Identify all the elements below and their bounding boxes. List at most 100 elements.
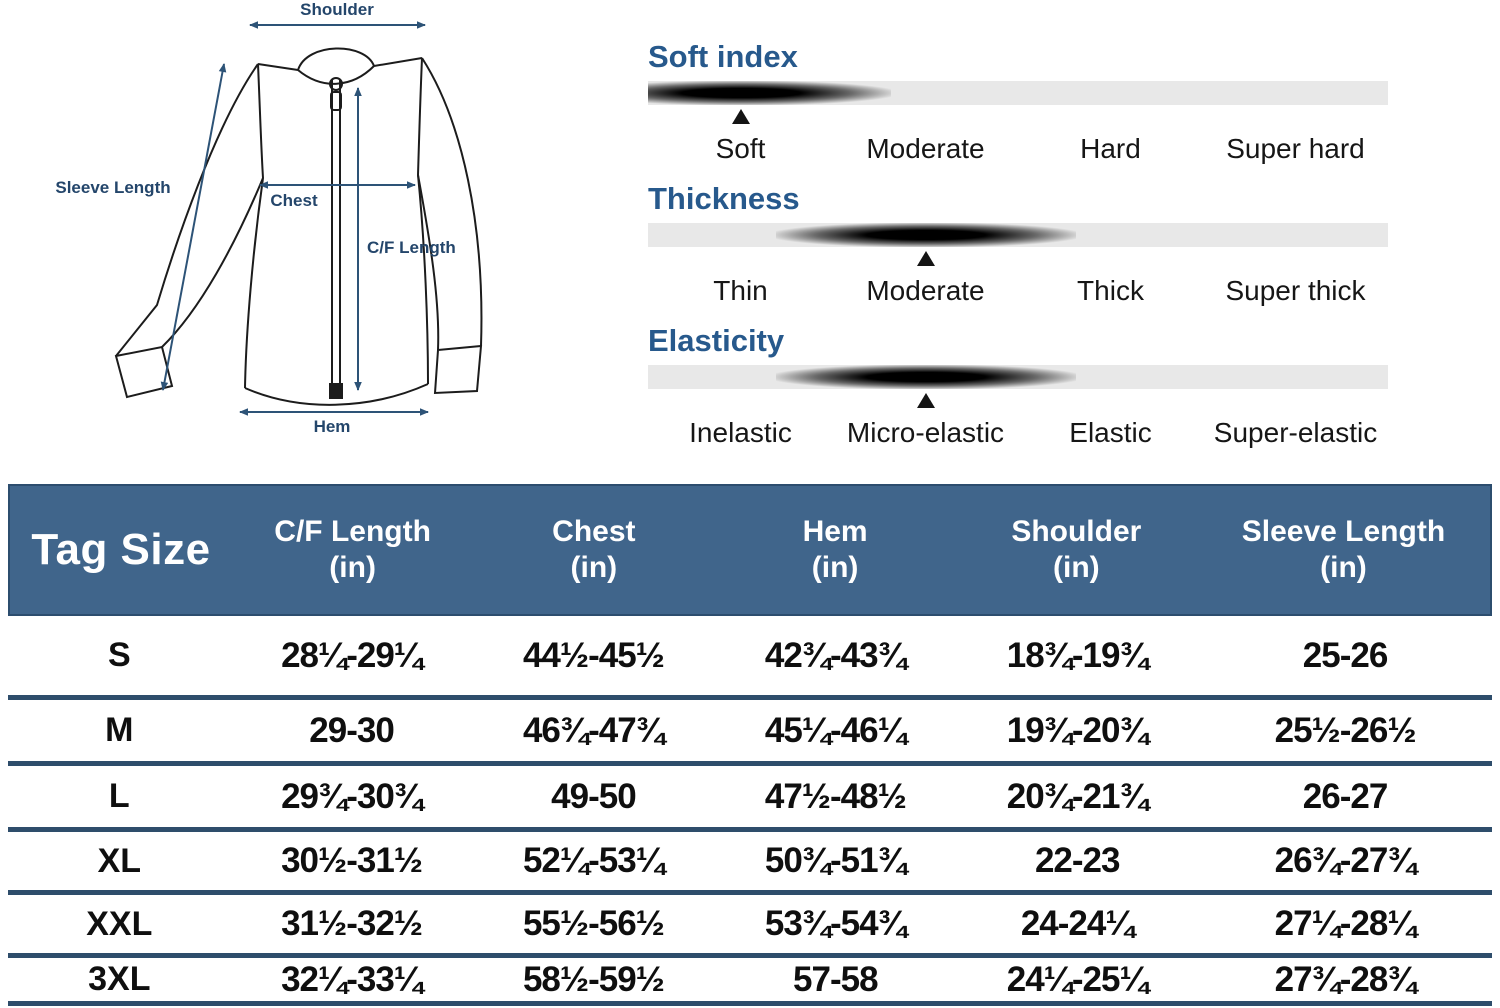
shoulder-cell: 20¾-21¾ — [1006, 776, 1149, 816]
table-row-3xl: 3XL 32¼-33¼ 58½-59½ 57-58 24¼-25¼ 27¾-28… — [8, 958, 1492, 1006]
col-header-unit: (in) — [811, 551, 859, 584]
shoulder-cell: 22-23 — [1034, 841, 1121, 880]
tag-size-cell: 3XL — [88, 960, 151, 998]
sleeve-length-label: Sleeve Length — [55, 178, 170, 197]
scale-label: Hard — [1080, 133, 1141, 164]
shoulder-cell: 24¼-25¼ — [1006, 959, 1149, 999]
col-header-unit: (in) — [1320, 551, 1367, 584]
elasticity-marker-triangle-icon — [916, 393, 935, 408]
shoulder-cell: 19¾-20¾ — [1006, 710, 1149, 750]
col-header-label: Sleeve Length — [1241, 515, 1446, 548]
top-section: Shoulder Sleeve Length Chest C/F Length … — [0, 0, 1500, 482]
scale-label: Moderate — [866, 133, 985, 164]
col-header-unit: (in) — [329, 551, 376, 584]
chest-cell: 58½-59½ — [522, 959, 665, 999]
scale-label: Super hard — [1226, 133, 1365, 164]
scale-label: Thin — [713, 275, 768, 306]
measurement-arrows — [160, 21, 429, 416]
shoulder-cell: 18¾-19¾ — [1006, 635, 1149, 675]
scale-label: Inelastic — [689, 417, 792, 448]
scale-label: Thick — [1077, 275, 1144, 306]
attribute-scales: Soft index Soft Moderate Hard Super hard… — [648, 40, 1388, 449]
col-header-unit: (in) — [570, 551, 618, 584]
scale-label: Soft — [715, 133, 766, 164]
chest-cell: 52¼-53¼ — [522, 841, 665, 880]
thickness-level-blob — [775, 223, 1076, 247]
hem-cell: 57-58 — [793, 959, 879, 999]
chest-cell: 49-50 — [551, 776, 637, 816]
chest-label: Chest — [270, 191, 318, 210]
cf-length-cell: 29¾-30¾ — [281, 776, 423, 816]
elasticity-level-blob — [775, 365, 1076, 389]
thickness-labels: Thin Moderate Thick Super thick — [648, 275, 1388, 307]
shoulder-label: Shoulder — [300, 0, 374, 19]
sleeve-length-cell: 25½-26½ — [1274, 710, 1417, 750]
table-row-xxl: XXL 31½-32½ 55½-56½ 53¾-54¾ 24-24¼ 27¼-2… — [8, 895, 1492, 958]
tag-size-cell: XL — [97, 841, 142, 880]
table-row-s: S 28¼-29¼ 44½-45½ 42¾-43¾ 18¾-19¾ 25-26 — [8, 616, 1492, 700]
sleeve-length-arrow — [160, 63, 227, 391]
scale-label: Super-elastic — [1213, 417, 1378, 448]
thickness-scale: Thickness Thin Moderate Thick Super thic… — [648, 182, 1388, 307]
soft-index-scale: Soft index Soft Moderate Hard Super hard — [648, 40, 1388, 165]
tag-size-cell: L — [108, 777, 130, 815]
col-header-tag-size: Tag Size — [31, 525, 211, 574]
cf-length-cell: 32¼-33¼ — [281, 959, 423, 999]
col-header-label: C/F Length — [274, 515, 431, 548]
table-row-xl: XL 30½-31½ 52¼-53¼ 50¾-51¾ 22-23 26¾-27¾ — [8, 832, 1492, 895]
shoulder-cell: 24-24¼ — [1020, 904, 1135, 943]
scale-label: Moderate — [866, 275, 985, 306]
cf-length-cell: 28¼-29¼ — [281, 635, 423, 675]
hem-cell: 42¾-43¾ — [764, 635, 907, 675]
scale-label: Super thick — [1225, 275, 1366, 306]
col-header-label: Chest — [552, 515, 636, 548]
hem-cell: 47½-48½ — [764, 776, 907, 816]
sleeve-length-cell: 26-27 — [1302, 776, 1389, 816]
elasticity-scale: Elasticity Inelastic Micro-elastic Elast… — [648, 324, 1388, 449]
hem-cell: 53¾-54¾ — [764, 904, 907, 943]
col-header-cf-length: C/F Length (in) — [232, 514, 473, 586]
col-header-sleeve-length: Sleeve Length (in) — [1197, 514, 1490, 586]
scale-label: Micro-elastic — [846, 417, 1005, 448]
col-header-chest: Chest (in) — [473, 514, 714, 586]
soft-index-title: Soft index — [648, 39, 798, 74]
elasticity-bar — [648, 365, 1388, 389]
table-row-l: L 29¾-30¾ 49-50 47½-48½ 20¾-21¾ 26-27 — [8, 766, 1492, 832]
soft-index-level-blob — [648, 81, 891, 105]
elasticity-labels: Inelastic Micro-elastic Elastic Super-el… — [648, 417, 1388, 449]
sleeve-length-cell: 27¾-28¾ — [1274, 959, 1417, 999]
size-table-header: Tag Size C/F Length (in) Chest (in) Hem … — [8, 484, 1492, 616]
tag-size-cell: M — [105, 711, 134, 749]
col-header-shoulder: Shoulder (in) — [956, 514, 1197, 586]
chest-cell: 44½-45½ — [522, 635, 665, 675]
col-header-unit: (in) — [1053, 551, 1100, 584]
thickness-title: Thickness — [648, 181, 800, 216]
tag-size-cell: XXL — [86, 904, 153, 943]
chest-cell: 46¾-47¾ — [522, 710, 665, 750]
col-header-hem: Hem (in) — [714, 514, 955, 586]
size-table: Tag Size C/F Length (in) Chest (in) Hem … — [8, 484, 1492, 1006]
hem-cell: 50¾-51¾ — [764, 841, 907, 880]
cf-length-cell: 29-30 — [309, 710, 395, 750]
hem-cell: 45¼-46¼ — [764, 710, 907, 750]
col-header-label: Hem — [802, 515, 868, 548]
cf-length-label: C/F Length — [367, 238, 456, 257]
scale-label: Elastic — [1069, 417, 1152, 448]
soft-index-labels: Soft Moderate Hard Super hard — [648, 133, 1388, 165]
elasticity-title: Elasticity — [648, 323, 785, 358]
thickness-marker-triangle-icon — [916, 251, 935, 266]
soft-index-bar — [648, 81, 1388, 105]
cf-length-cell: 30½-31½ — [281, 841, 423, 880]
thickness-bar — [648, 223, 1388, 247]
cf-length-cell: 31½-32½ — [281, 904, 423, 943]
tag-size-cell: S — [107, 636, 131, 674]
sleeve-length-cell: 25-26 — [1302, 635, 1389, 675]
sleeve-length-cell: 27¼-28¼ — [1274, 904, 1417, 943]
chest-cell: 55½-56½ — [522, 904, 665, 943]
table-row-m: M 29-30 46¾-47¾ 45¼-46¼ 19¾-20¾ 25½-26½ — [8, 700, 1492, 766]
soft-index-marker-triangle-icon — [731, 109, 750, 124]
sleeve-length-cell: 26¾-27¾ — [1274, 841, 1417, 880]
col-header-label: Shoulder — [1011, 515, 1142, 548]
jacket-measurement-diagram: Shoulder Sleeve Length Chest C/F Length … — [55, 0, 483, 436]
